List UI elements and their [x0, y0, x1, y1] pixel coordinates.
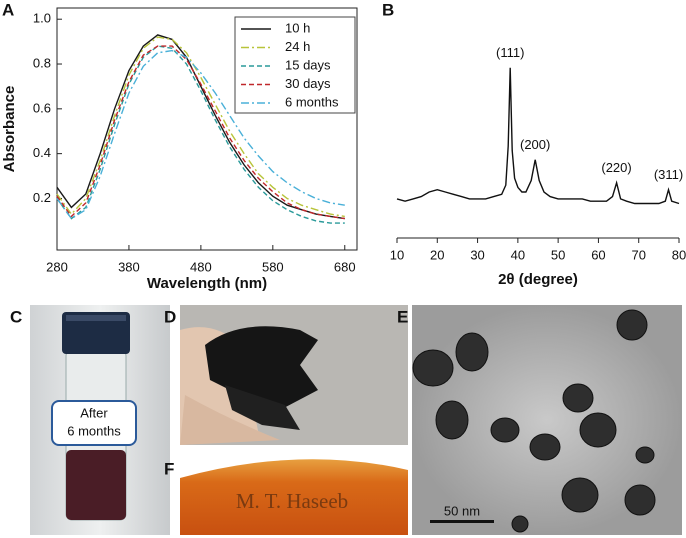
data-line: [56, 49, 345, 220]
data-line: [56, 36, 345, 218]
x-axis-label: 2θ (degree): [498, 271, 578, 288]
y-tick-label: 0.2: [33, 190, 51, 205]
peak-label: (311): [654, 167, 683, 182]
vial-label: 6 months: [67, 423, 121, 438]
film-photo: [180, 305, 408, 445]
scale-bar-label: 50 nm: [444, 503, 480, 518]
y-tick-label: 1.0: [33, 11, 51, 26]
legend-label: 10 h: [285, 20, 310, 35]
x-axis-label: Wavelength (nm): [147, 275, 267, 292]
data-line: [56, 45, 345, 220]
x-tick-label: 10: [390, 247, 404, 262]
panel-label: B: [382, 0, 394, 19]
x-tick-label: 80: [672, 247, 686, 262]
data-line: [56, 45, 345, 224]
panel-label: E: [397, 307, 408, 326]
x-tick-label: 680: [334, 259, 356, 274]
x-tick-label: 40: [511, 247, 525, 262]
y-tick-label: 0.8: [33, 55, 51, 70]
signature: M. T. Haseeb: [236, 489, 348, 513]
x-tick-label: 20: [430, 247, 444, 262]
x-tick-label: 60: [591, 247, 605, 262]
legend-label: 30 days: [285, 76, 331, 91]
panel-label: A: [2, 0, 14, 19]
x-tick-label: 480: [190, 259, 212, 274]
tem-image: 50 nm: [412, 305, 682, 535]
x-tick-label: 50: [551, 247, 565, 262]
x-tick-label: 280: [46, 259, 68, 274]
panel-label: C: [10, 307, 22, 326]
legend-frame: [234, 16, 356, 114]
peak-label: (220): [601, 160, 631, 175]
y-axis-label: Absorbance: [1, 86, 18, 173]
panel-label: F: [164, 459, 174, 478]
x-tick-label: 380: [118, 259, 140, 274]
x-tick-label: 70: [631, 247, 645, 262]
legend-label: 15 days: [285, 57, 331, 72]
panel-label: D: [164, 307, 176, 326]
data-line: [396, 67, 680, 205]
x-tick-label: 580: [262, 259, 284, 274]
legend-label: 6 months: [285, 94, 339, 109]
peak-label: (200): [520, 137, 550, 152]
vial-photo: After 6 months: [30, 305, 170, 535]
peak-label: (111): [496, 45, 524, 60]
plot-frame: [56, 7, 358, 251]
legend-label: 24 h: [285, 39, 310, 54]
x-tick-label: 30: [470, 247, 484, 262]
y-tick-label: 0.4: [33, 145, 51, 160]
film-photo: M. T. Haseeb: [180, 455, 408, 535]
y-tick-label: 0.6: [33, 100, 51, 115]
vial-label: After: [80, 405, 108, 420]
